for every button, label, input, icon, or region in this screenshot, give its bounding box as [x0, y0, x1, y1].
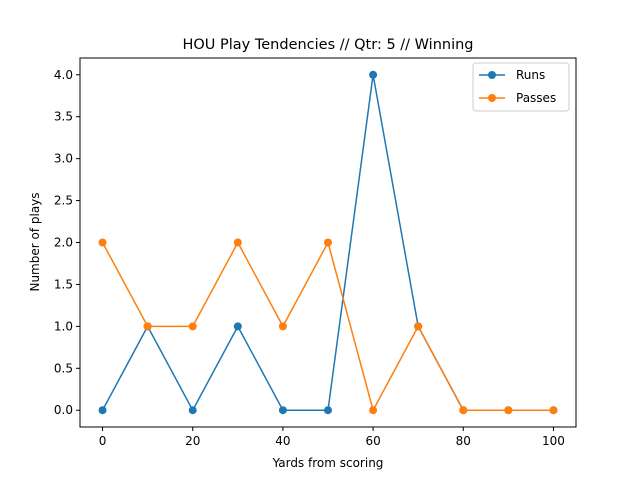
- data-point-runs: [324, 406, 332, 415]
- data-point-passes: [188, 322, 197, 331]
- y-tick-label: 0.0: [54, 403, 73, 417]
- x-tick-label: 0: [99, 434, 107, 448]
- x-tick-label: 20: [185, 434, 200, 448]
- data-point-passes: [369, 406, 378, 415]
- data-point-runs: [233, 322, 242, 331]
- data-point-passes: [143, 322, 152, 331]
- data-point-passes: [414, 322, 423, 331]
- legend-entry-runs: Runs: [479, 68, 545, 82]
- y-tick-label: 0.5: [54, 361, 73, 375]
- legend-label: Runs: [516, 68, 545, 82]
- data-point-passes: [278, 322, 287, 331]
- data-point-runs: [369, 70, 378, 79]
- data-point-runs: [98, 406, 107, 415]
- y-tick-label: 4.0: [54, 68, 73, 82]
- x-tick-label: 80: [456, 434, 471, 448]
- y-tick-label: 3.5: [54, 110, 73, 124]
- y-tick-label: 3.0: [54, 152, 73, 166]
- legend-marker: [488, 94, 496, 102]
- data-point-runs: [188, 406, 197, 415]
- plot-area: [98, 70, 558, 415]
- x-axis-label: Yards from scoring: [272, 456, 384, 470]
- data-point-passes: [459, 406, 468, 415]
- legend-entry-passes: Passes: [479, 91, 556, 105]
- y-tick-label: 2.5: [54, 194, 73, 208]
- data-point-runs: [278, 406, 287, 415]
- series-line-passes: [101, 241, 554, 411]
- legend-marker: [488, 71, 496, 79]
- y-tick-label: 1.5: [54, 277, 73, 291]
- chart-title: HOU Play Tendencies // Qtr: 5 // Winning: [182, 37, 473, 53]
- series-passes: [98, 238, 558, 415]
- data-point-passes: [504, 406, 513, 415]
- y-axis: 0.0 0.5 1.0 1.5 2.0 2.5 3.0 3.5 4.0: [54, 68, 80, 417]
- data-point-passes: [233, 238, 242, 247]
- data-point-passes: [549, 406, 558, 415]
- legend-label: Passes: [516, 91, 556, 105]
- data-point-passes: [98, 238, 107, 247]
- x-tick-label: 60: [365, 434, 380, 448]
- x-tick-label: 40: [275, 434, 290, 448]
- x-axis: 0 20 40 60 80 100: [99, 427, 565, 448]
- legend: Runs Passes: [472, 62, 570, 112]
- data-point-passes: [324, 238, 332, 247]
- y-tick-label: 2.0: [54, 236, 73, 250]
- y-tick-label: 1.0: [54, 319, 73, 333]
- x-tick-label: 100: [542, 434, 565, 448]
- y-axis-label: Number of plays: [28, 192, 42, 291]
